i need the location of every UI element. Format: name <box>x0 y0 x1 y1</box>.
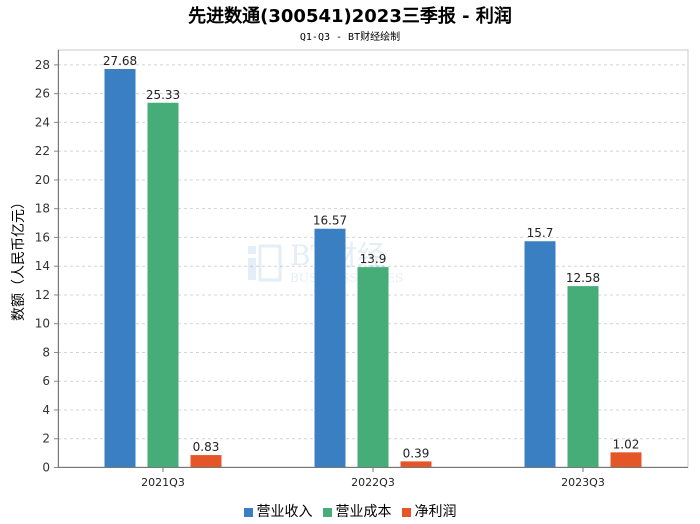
legend-item: 营业收入 <box>243 501 313 521</box>
legend-item: 营业成本 <box>322 501 392 521</box>
bar <box>147 102 179 468</box>
bar-value-label: 16.57 <box>313 214 347 228</box>
legend-swatch <box>401 507 411 517</box>
bar-value-label: 12.58 <box>566 271 600 285</box>
bar-value-label: 13.9 <box>360 252 387 266</box>
bar <box>190 455 222 467</box>
chart-subtitle: Q1-Q3 - BT财经绘制 <box>299 32 401 43</box>
bar <box>567 286 599 467</box>
bar <box>610 452 642 467</box>
bar <box>524 241 556 467</box>
legend: 营业收入 营业成本 净利润 <box>0 501 700 521</box>
legend-swatch <box>243 507 253 517</box>
y-tick-label: 8 <box>42 345 50 359</box>
bar-value-label: 25.33 <box>146 88 180 102</box>
bar <box>357 267 389 467</box>
y-tick-label: 20 <box>35 173 50 187</box>
chart-title: 先进数通(300541)2023三季报 - 利润 <box>188 6 512 27</box>
bar-value-label: 27.68 <box>103 54 137 68</box>
y-tick-label: 12 <box>35 288 50 302</box>
y-tick-label: 2 <box>42 432 50 446</box>
y-tick-label: 18 <box>35 202 50 216</box>
legend-label: 营业成本 <box>335 504 392 520</box>
y-tick-label: 26 <box>35 87 50 101</box>
legend-item: 净利润 <box>401 501 457 521</box>
x-tick-label: 2023Q3 <box>561 476 605 489</box>
bar-value-label: 15.7 <box>527 226 554 240</box>
y-axis-label: 数额（人民币亿元） <box>11 195 27 321</box>
x-tick-labels: 2021Q3 2022Q3 2023Q3 <box>141 476 605 489</box>
bar-value-label: 0.83 <box>193 440 220 454</box>
y-tick-label: 14 <box>35 259 50 273</box>
y-tick-label: 28 <box>35 58 50 72</box>
bar <box>314 228 346 467</box>
legend-label: 净利润 <box>414 504 457 520</box>
bars <box>104 68 642 468</box>
y-tick-label: 6 <box>42 374 50 388</box>
y-tick-label: 16 <box>35 230 50 244</box>
x-tick-label: 2021Q3 <box>141 476 185 489</box>
bar <box>400 461 432 467</box>
y-tick-label: 0 <box>42 461 50 475</box>
bar-value-label: 1.02 <box>613 437 640 451</box>
y-tick-label: 10 <box>35 317 50 331</box>
bar-labels: 27.68 25.33 0.83 16.57 13.9 0.39 15.7 12.58 1.02 <box>103 54 640 460</box>
x-tick-label: 2022Q3 <box>351 476 395 489</box>
y-tick-label: 22 <box>35 144 50 158</box>
bar <box>104 68 136 468</box>
legend-swatch <box>322 507 332 517</box>
y-tick-label: 24 <box>35 115 50 129</box>
legend-label: 营业收入 <box>256 504 313 520</box>
y-tick-label: 4 <box>42 403 50 417</box>
bar-value-label: 0.39 <box>403 446 430 460</box>
